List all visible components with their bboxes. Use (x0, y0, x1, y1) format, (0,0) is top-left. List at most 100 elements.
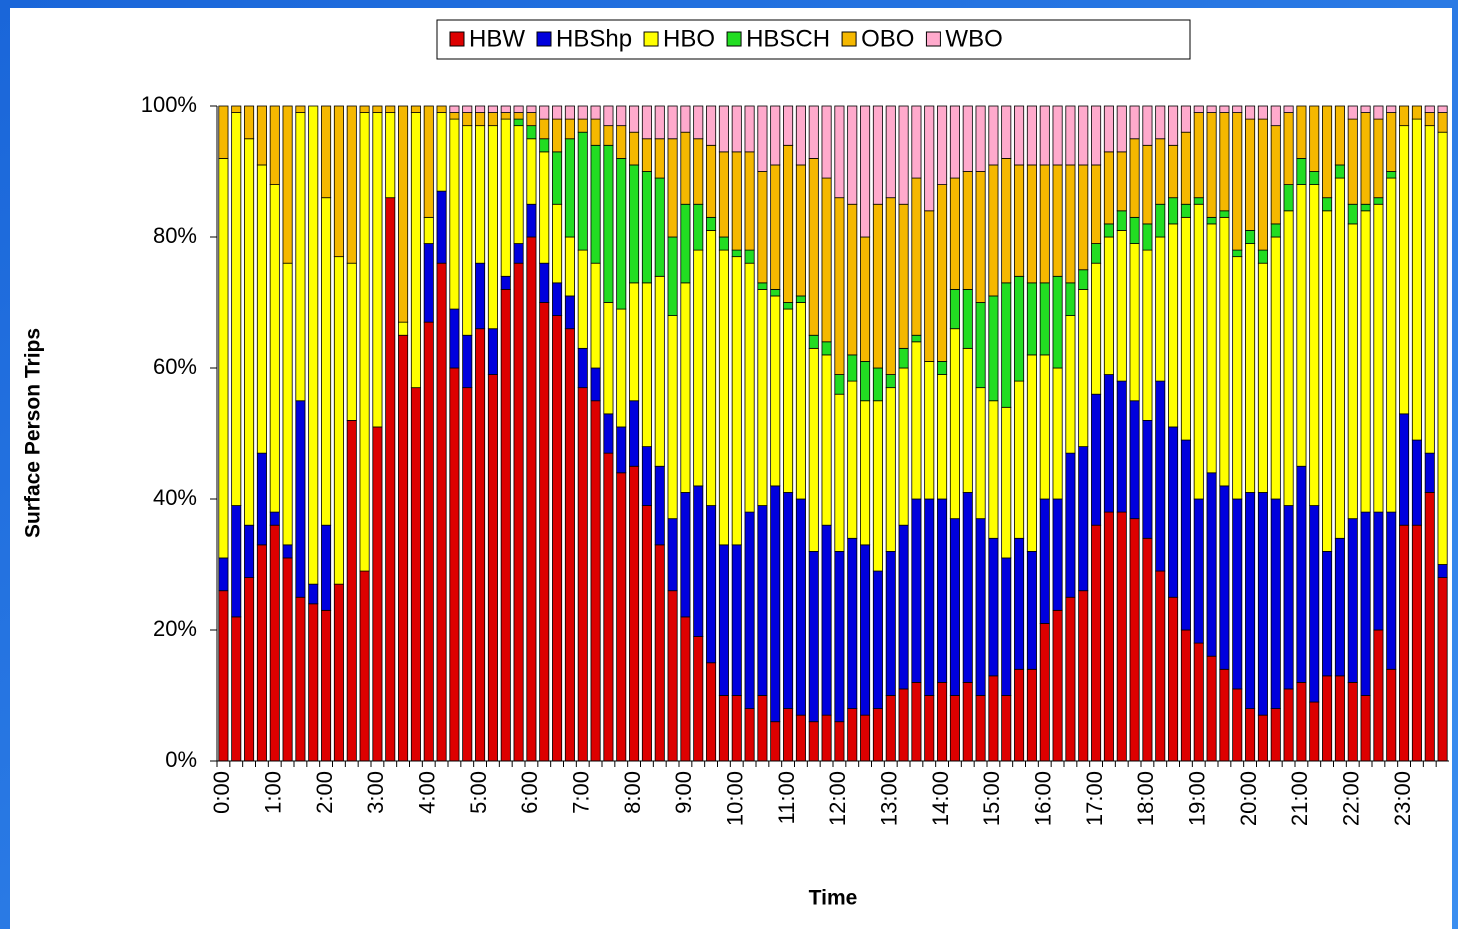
bar-segment (500, 288, 511, 762)
x-tick-label: 4:00 (415, 771, 440, 814)
bar-segment (282, 544, 293, 559)
bar-segment (1091, 262, 1102, 395)
bar-segment (1039, 354, 1050, 500)
bar-segment (1322, 675, 1333, 762)
bar-segment (757, 288, 768, 506)
bar-segment (975, 387, 986, 520)
bar-segment (1142, 419, 1153, 539)
bar-segment (1078, 288, 1089, 447)
bar-segment (1257, 714, 1268, 762)
bar-segment (1219, 105, 1230, 113)
bar-segment (218, 557, 229, 592)
bar-segment (321, 197, 332, 526)
x-tick-label: 9:00 (671, 771, 696, 814)
bar-segment (1334, 177, 1345, 539)
bar-segment (1116, 380, 1127, 513)
bar-segment (231, 505, 242, 618)
bar-segment (513, 105, 524, 113)
bar-segment (1052, 609, 1063, 762)
x-tick-label: 8:00 (620, 771, 645, 814)
bar-segment (1180, 105, 1191, 133)
bar-segment (937, 361, 948, 375)
bar-segment (667, 315, 678, 520)
bar-segment (1424, 125, 1435, 454)
bar-segment (1129, 216, 1140, 244)
bar-segment (218, 157, 229, 559)
bar-segment (449, 308, 460, 369)
bar-segment (629, 282, 640, 402)
x-tick-label: 10:00 (723, 771, 748, 826)
bar-segment (449, 105, 460, 113)
bar-segment (1193, 642, 1204, 762)
bar-segment (1026, 668, 1037, 762)
bar-segment (269, 511, 280, 526)
bar-segment (706, 230, 717, 506)
bar-segment (308, 105, 319, 585)
bar-segment (269, 105, 280, 185)
bar-segment (1206, 216, 1217, 225)
bar-segment (282, 105, 293, 264)
bar-segment (629, 400, 640, 467)
bar-segment (1116, 105, 1127, 153)
bar-segment (1129, 518, 1140, 762)
bar-segment (552, 118, 563, 153)
bar-segment (346, 105, 357, 264)
bar-segment (564, 295, 575, 330)
bar-segment (1309, 505, 1320, 703)
bar-segment (1245, 105, 1256, 120)
bar-segment (795, 295, 806, 303)
bar-segment (1373, 197, 1384, 205)
bar-segment (1014, 380, 1025, 539)
bar-segment (269, 184, 280, 513)
bar-segment (962, 171, 973, 290)
bar-segment (860, 400, 871, 546)
bar-segment (1245, 492, 1256, 710)
bar-segment (1168, 596, 1179, 762)
bar-segment (1065, 164, 1076, 284)
bar-segment (757, 105, 768, 172)
bar-segment (1257, 118, 1268, 251)
bar-segment (1386, 171, 1397, 179)
bar-segment (770, 485, 781, 723)
bar-segment (1001, 406, 1012, 559)
bar-segment (821, 354, 832, 526)
bar-segment (462, 334, 473, 389)
bar-segment (321, 524, 332, 611)
bar-segment (603, 302, 614, 415)
bar-segment (872, 570, 883, 709)
bar-segment (423, 243, 434, 323)
bar-segment (718, 544, 729, 696)
bar-segment (436, 190, 447, 264)
bar-segment (1399, 524, 1410, 762)
bar-segment (295, 596, 306, 762)
bar-segment (449, 367, 460, 762)
bar-segment (1347, 203, 1358, 225)
bar-segment (821, 341, 832, 356)
x-tick-label: 21:00 (1287, 771, 1312, 826)
bar-segment (680, 616, 691, 762)
bar-segment (616, 157, 627, 310)
bar-segment (1129, 400, 1140, 520)
x-tick-label: 19:00 (1185, 771, 1210, 826)
bar-segment (885, 197, 896, 375)
y-axis-label: Surface Person Trips (22, 328, 45, 538)
bar-segment (1155, 105, 1166, 140)
bar-segment (795, 164, 806, 297)
bar-segment (937, 498, 948, 683)
bar-segment (629, 131, 640, 166)
bar-segment (1180, 439, 1191, 631)
bar-segment (975, 518, 986, 696)
bar-segment (1078, 164, 1089, 271)
bar-segment (539, 302, 550, 762)
bar-segment (962, 682, 973, 762)
bar-segment (1296, 157, 1307, 185)
bar-segment (513, 125, 524, 244)
bar-segment (1347, 118, 1358, 205)
bar-segment (1232, 498, 1243, 690)
bar-segment (667, 105, 678, 140)
bar-segment (860, 544, 871, 716)
bar-segment (1424, 452, 1435, 493)
bar-segment (256, 544, 267, 762)
bar-segment (333, 583, 344, 762)
